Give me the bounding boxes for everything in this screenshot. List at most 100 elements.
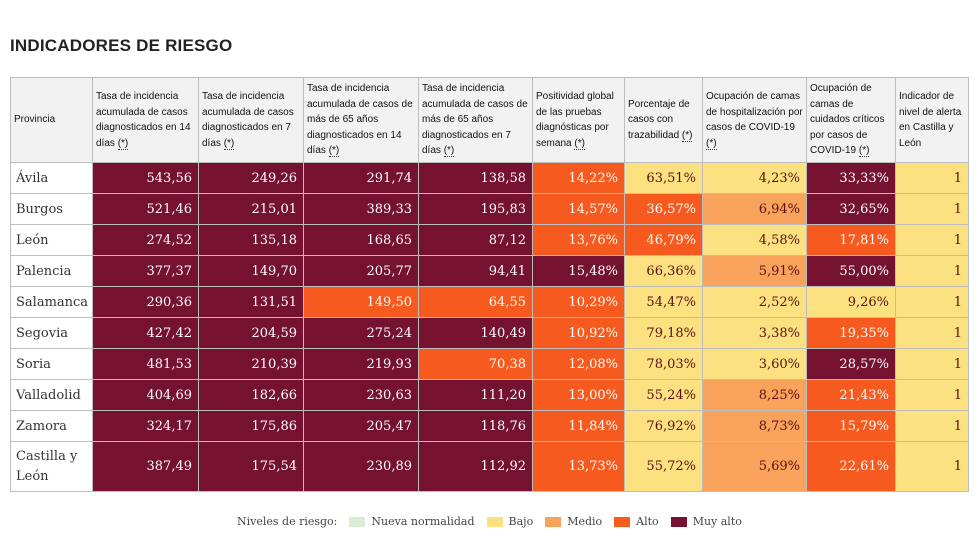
value-cell: 404,69 [92,379,199,411]
province-cell: Salamanca [10,286,93,318]
header-ocupacion-uci: Ocupación de camas de cuidados críticos … [806,77,896,163]
value-cell: 55,00% [806,255,896,287]
province-cell: Burgos [10,193,93,225]
value-cell: 543,56 [92,162,199,194]
value-cell: 249,26 [198,162,304,194]
value-cell: 8,73% [702,410,807,442]
table-row: Valladolid 404,69 182,66 230,63 111,20 13,00%… [10,379,969,411]
header-positividad: Positividad global de las pruebas diagnó… [532,77,625,163]
value-cell: 1 [895,255,969,287]
legend-swatch [670,516,687,527]
legend-swatch [545,516,562,527]
value-cell: 46,79% [624,224,703,256]
value-cell: 149,50 [303,286,419,318]
value-cell: 210,39 [198,348,304,380]
value-cell: 1 [895,379,969,411]
footnote-link[interactable]: (*) [443,145,455,158]
value-cell: 15,79% [806,410,896,442]
header-trazabilidad: Porcentaje de casos con trazabilidad (*) [624,77,703,163]
value-cell: 1 [895,193,969,225]
legend-item: Muy alto [670,515,742,528]
value-cell: 204,59 [198,317,304,349]
header-nivel-alerta: Indicador de nivel de alerta en Castilla… [895,77,969,163]
value-cell: 10,29% [532,286,625,318]
table-row: Zamora 324,17 175,86 205,47 118,76 11,84% 76,9… [10,410,969,442]
value-cell: 14,57% [532,193,625,225]
province-cell: Castilla y León [10,441,93,492]
value-cell: 78,03% [624,348,703,380]
value-cell: 377,37 [92,255,199,287]
value-cell: 291,74 [303,162,419,194]
value-cell: 135,18 [198,224,304,256]
value-cell: 131,51 [198,286,304,318]
value-cell: 1 [895,162,969,194]
header-provincia: Provincia [10,77,93,163]
value-cell: 389,33 [303,193,419,225]
footnote-link[interactable]: (*) [681,129,693,142]
value-cell: 175,54 [198,441,304,492]
legend-item-label: Muy alto [692,515,742,528]
value-cell: 387,49 [92,441,199,492]
value-cell: 6,94% [702,193,807,225]
value-cell: 64,55 [418,286,533,318]
value-cell: 230,63 [303,379,419,411]
value-cell: 28,57% [806,348,896,380]
page-title: INDICADORES DE RIESGO [10,36,233,55]
footnote-link[interactable]: (*) [223,137,235,150]
value-cell: 205,77 [303,255,419,287]
value-cell: 111,20 [418,379,533,411]
header-tasa-7d: Tasa de incidencia acumulada de casos di… [198,77,304,163]
value-cell: 149,70 [198,255,304,287]
value-cell: 36,57% [624,193,703,225]
value-cell: 15,48% [532,255,625,287]
table-row: Soria 481,53 210,39 219,93 70,38 12,08% 78,03%… [10,348,969,380]
risk-legend: Niveles de riesgo: Nueva normalidad Bajo M… [237,515,742,528]
footnote-link[interactable]: (*) [328,145,340,158]
province-cell: Zamora [10,410,93,442]
table-body: Ávila 543,56 249,26 291,74 138,58 14,22% 63,51… [10,162,969,492]
table-row: Salamanca 290,36 131,51 149,50 64,55 10,29% 54… [10,286,969,318]
value-cell: 195,83 [418,193,533,225]
footnote-link[interactable]: (*) [574,137,585,150]
value-cell: 215,01 [198,193,304,225]
value-cell: 219,93 [303,348,419,380]
value-cell: 175,86 [198,410,304,442]
value-cell: 9,26% [806,286,896,318]
value-cell: 87,12 [418,224,533,256]
value-cell: 324,17 [92,410,199,442]
table-row: Segovia 427,42 204,59 275,24 140,49 10,92% 79,… [10,317,969,349]
value-cell: 205,47 [303,410,419,442]
value-cell: 55,24% [624,379,703,411]
province-cell: Valladolid [10,379,93,411]
value-cell: 138,58 [418,162,533,194]
legend-item: Bajo [486,515,533,528]
header-ocupacion-hospital: Ocupación de camas de hospitalización po… [702,77,807,163]
value-cell: 8,25% [702,379,807,411]
value-cell: 21,43% [806,379,896,411]
value-cell: 290,36 [92,286,199,318]
value-cell: 5,91% [702,255,807,287]
value-cell: 4,23% [702,162,807,194]
risk-indicators-table: Provincia Tasa de incidencia acumulada d… [10,77,969,492]
table-row: Castilla y León 387,49 175,54 230,89 112,92 1… [10,441,969,492]
value-cell: 63,51% [624,162,703,194]
value-cell: 1 [895,286,969,318]
value-cell: 13,73% [532,441,625,492]
footnote-link[interactable]: (*) [706,137,717,150]
value-cell: 4,58% [702,224,807,256]
footnote-link[interactable]: (*) [858,145,870,158]
value-cell: 94,41 [418,255,533,287]
legend-item-label: Alto [636,515,659,528]
value-cell: 3,38% [702,317,807,349]
footnote-link[interactable]: (*) [117,137,129,150]
legend-swatch [614,516,631,527]
header-tasa-65-7d: Tasa de incidencia acumulada de casos de… [418,77,533,163]
legend-item: Nueva normalidad [349,515,475,528]
value-cell: 3,60% [702,348,807,380]
value-cell: 1 [895,224,969,256]
value-cell: 1 [895,317,969,349]
value-cell: 2,52% [702,286,807,318]
value-cell: 70,38 [418,348,533,380]
value-cell: 274,52 [92,224,199,256]
legend-item-label: Medio [567,515,603,528]
